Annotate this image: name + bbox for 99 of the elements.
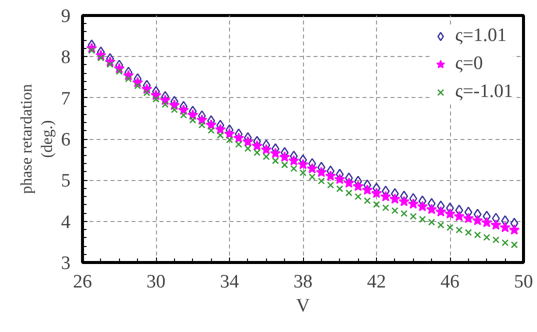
point [472, 214, 483, 226]
point [428, 218, 436, 226]
point [308, 173, 316, 180]
y-tick-label: 6 [61, 130, 70, 150]
point [252, 140, 262, 151]
point [500, 222, 511, 232]
x-tick-label: 50 [514, 272, 533, 292]
point [456, 226, 463, 234]
point [444, 208, 456, 219]
point [226, 136, 233, 144]
point [254, 149, 261, 156]
point [97, 54, 104, 62]
point [325, 170, 336, 181]
x-tick-label: 38 [294, 272, 312, 292]
legend-label: ς=-1.01 [455, 81, 513, 103]
point [474, 231, 482, 238]
point [373, 200, 380, 208]
point [502, 239, 509, 246]
legend-label: ς=0 [455, 53, 483, 75]
point [316, 166, 327, 178]
x-tick-label: 26 [73, 272, 92, 292]
point [208, 126, 215, 134]
point [216, 132, 224, 139]
point [508, 224, 520, 235]
point [189, 116, 196, 124]
point [352, 180, 364, 192]
x-tick-label: 46 [440, 272, 460, 292]
point [398, 196, 410, 206]
legend-label: ς=1.01 [455, 25, 507, 47]
y-tick-label: 4 [61, 212, 71, 233]
point [327, 182, 334, 189]
point [290, 165, 298, 172]
y-tick-label: 9 [61, 6, 70, 27]
x-axis-title: V [296, 296, 310, 316]
y-tick-label: 3 [61, 253, 70, 274]
point [88, 47, 96, 54]
point [408, 198, 419, 209]
x-tick-label: 30 [146, 272, 166, 292]
point [380, 190, 392, 202]
point [288, 155, 300, 166]
point [464, 206, 472, 218]
point [334, 174, 346, 184]
point [510, 241, 518, 248]
y-tick-label: 8 [61, 47, 70, 68]
point [437, 222, 444, 229]
point [298, 158, 308, 170]
point [180, 112, 188, 119]
point [483, 234, 490, 241]
point [306, 162, 318, 174]
point [344, 177, 354, 188]
point [490, 219, 502, 230]
point [162, 100, 169, 108]
point [454, 210, 465, 222]
y-tick-label: 5 [61, 170, 70, 192]
point [391, 207, 398, 214]
point [382, 204, 390, 212]
point [410, 212, 417, 220]
point [262, 153, 270, 160]
point [152, 96, 160, 103]
point [474, 208, 482, 220]
x-tick-label: 34 [220, 272, 240, 292]
point [345, 189, 352, 196]
point [354, 193, 362, 200]
point [464, 228, 472, 236]
point [233, 132, 244, 143]
point [336, 185, 344, 192]
y-axis-title: phase retardation (deg.) [18, 84, 56, 194]
point [270, 148, 281, 158]
point [260, 144, 272, 154]
point [455, 204, 464, 216]
point [318, 178, 325, 184]
point [435, 206, 446, 217]
point [242, 136, 254, 147]
point [417, 200, 428, 212]
point [362, 184, 373, 195]
point [400, 210, 408, 217]
point [281, 161, 288, 168]
point [300, 169, 306, 176]
point [462, 212, 474, 224]
point [134, 82, 142, 90]
point [235, 140, 242, 148]
point [481, 216, 492, 228]
y-tick-label: 7 [61, 88, 70, 110]
point [389, 193, 400, 204]
x-tick-label: 42 [367, 272, 386, 292]
point [371, 188, 382, 198]
point [426, 204, 438, 214]
point [198, 122, 206, 128]
point [492, 236, 500, 244]
point [244, 144, 252, 152]
point [418, 216, 426, 223]
point [364, 197, 371, 204]
point [279, 151, 290, 162]
point [143, 89, 150, 96]
point [116, 68, 123, 75]
point [106, 61, 114, 68]
point [446, 224, 454, 231]
point [170, 106, 178, 114]
point [272, 157, 279, 164]
